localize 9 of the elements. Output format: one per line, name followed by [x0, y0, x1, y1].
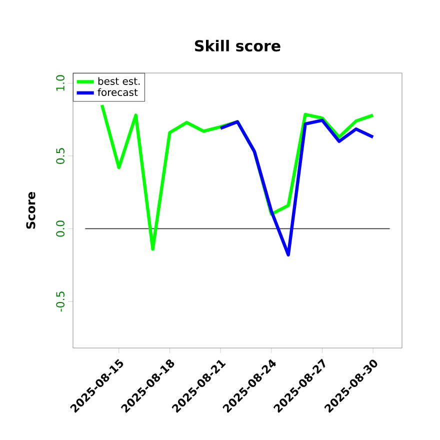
legend-label: forecast — [98, 88, 138, 96]
line-series — [218, 118, 375, 256]
y-tick-label: -0.5 — [56, 292, 64, 312]
y-tick-label: 0.5 — [56, 148, 64, 164]
y-axis-title: Score — [26, 192, 36, 229]
legend-label: best est. — [98, 77, 140, 85]
chart-title: Skill score — [195, 40, 280, 52]
y-tick-label: 0.0 — [56, 220, 64, 237]
y-tick-label: 1.0 — [56, 75, 64, 91]
